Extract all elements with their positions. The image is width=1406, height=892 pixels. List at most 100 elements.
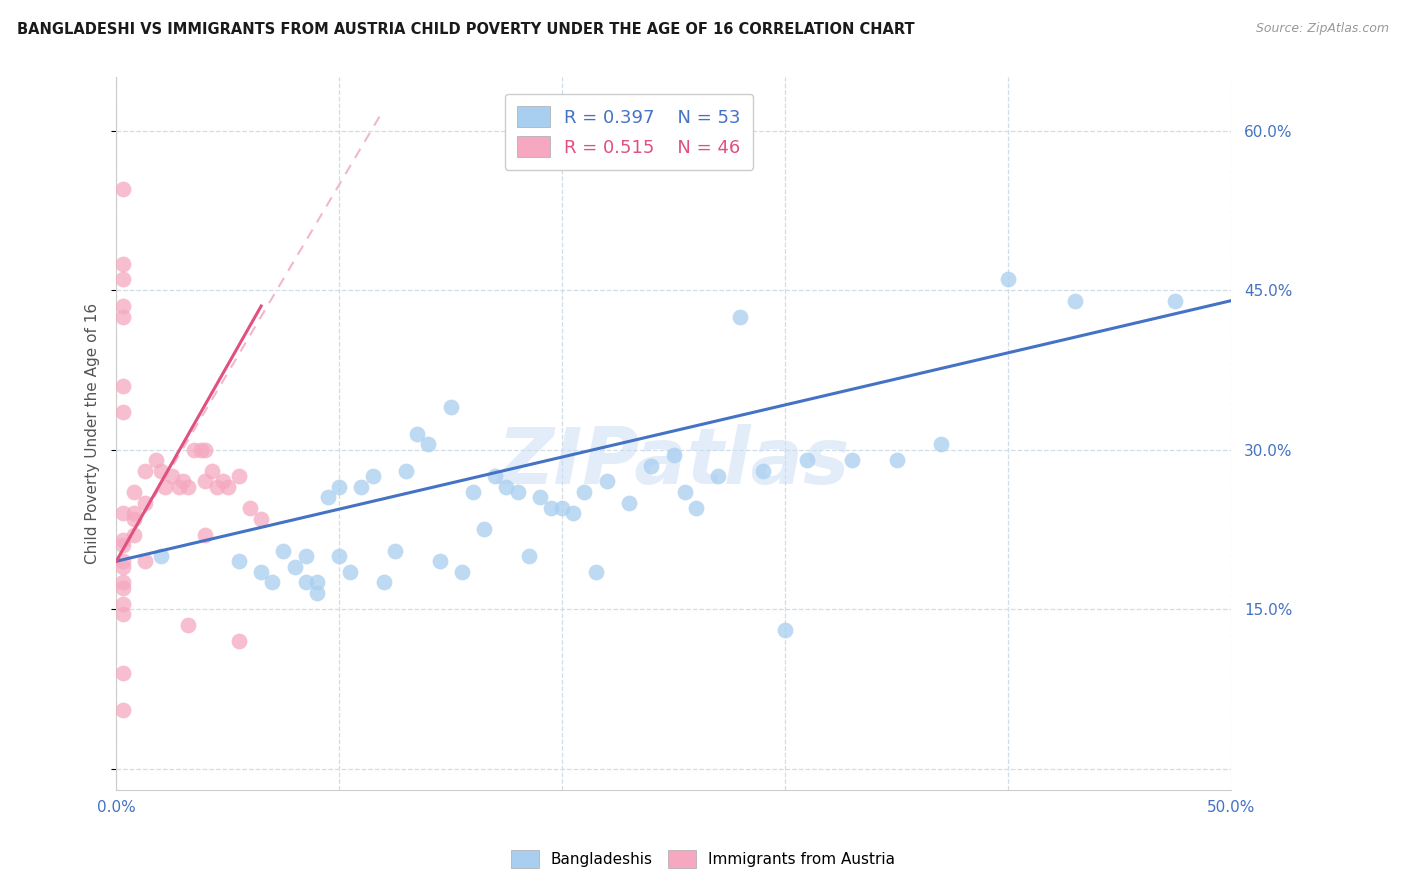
Point	[418, 437, 440, 451]
Point	[350, 480, 373, 494]
Point	[111, 299, 134, 313]
Point	[730, 310, 752, 324]
Point	[228, 554, 250, 568]
Point	[707, 469, 730, 483]
Point	[201, 464, 224, 478]
Point	[273, 543, 295, 558]
Point	[194, 442, 217, 457]
Point	[217, 480, 239, 494]
Point	[122, 507, 145, 521]
Point	[662, 448, 685, 462]
Point	[617, 496, 640, 510]
Point	[305, 586, 328, 600]
Point	[1063, 293, 1085, 308]
Point	[429, 554, 451, 568]
Point	[111, 507, 134, 521]
Point	[176, 480, 198, 494]
Point	[134, 464, 156, 478]
Text: ZIPatlas: ZIPatlas	[498, 424, 849, 500]
Point	[160, 469, 183, 483]
Point	[190, 442, 212, 457]
Point	[122, 485, 145, 500]
Point	[596, 475, 619, 489]
Point	[172, 475, 194, 489]
Point	[239, 501, 262, 516]
Point	[773, 624, 796, 638]
Point	[111, 405, 134, 419]
Point	[562, 507, 585, 521]
Point	[149, 549, 172, 563]
Point	[228, 469, 250, 483]
Point	[461, 485, 484, 500]
Point	[886, 453, 908, 467]
Point	[551, 501, 574, 516]
Point	[685, 501, 707, 516]
Point	[111, 310, 134, 324]
Point	[472, 522, 495, 536]
Point	[316, 491, 339, 505]
Point	[176, 618, 198, 632]
Point	[305, 575, 328, 590]
Text: Source: ZipAtlas.com: Source: ZipAtlas.com	[1256, 22, 1389, 36]
Point	[183, 442, 205, 457]
Point	[796, 453, 818, 467]
Point	[673, 485, 696, 500]
Y-axis label: Child Poverty Under the Age of 16: Child Poverty Under the Age of 16	[86, 303, 100, 565]
Point	[328, 549, 350, 563]
Point	[111, 533, 134, 547]
Point	[406, 426, 429, 441]
Point	[361, 469, 384, 483]
Point	[122, 512, 145, 526]
Point	[373, 575, 395, 590]
Point	[997, 272, 1019, 286]
Point	[134, 496, 156, 510]
Point	[111, 581, 134, 595]
Point	[212, 475, 235, 489]
Point	[506, 485, 529, 500]
Point	[167, 480, 190, 494]
Point	[205, 480, 228, 494]
Point	[111, 379, 134, 393]
Point	[450, 565, 472, 579]
Point	[484, 469, 506, 483]
Point	[228, 634, 250, 648]
Point	[585, 565, 607, 579]
Point	[155, 480, 177, 494]
Point	[145, 453, 167, 467]
Point	[294, 549, 316, 563]
Point	[517, 549, 540, 563]
Point	[440, 400, 463, 414]
Point	[111, 703, 134, 717]
Point	[250, 512, 273, 526]
Point	[194, 527, 217, 541]
Point	[574, 485, 596, 500]
Point	[1164, 293, 1187, 308]
Point	[640, 458, 662, 473]
Point	[111, 538, 134, 552]
Point	[395, 464, 418, 478]
Legend: Bangladeshis, Immigrants from Austria: Bangladeshis, Immigrants from Austria	[505, 844, 901, 873]
Point	[328, 480, 350, 494]
Point	[284, 559, 307, 574]
Point	[751, 464, 773, 478]
Point	[111, 597, 134, 611]
Point	[111, 559, 134, 574]
Point	[111, 607, 134, 622]
Point	[134, 554, 156, 568]
Point	[122, 527, 145, 541]
Point	[929, 437, 952, 451]
Point	[339, 565, 361, 579]
Point	[111, 575, 134, 590]
Point	[111, 182, 134, 196]
Point	[149, 464, 172, 478]
Point	[294, 575, 316, 590]
Point	[529, 491, 551, 505]
Point	[495, 480, 517, 494]
Point	[540, 501, 562, 516]
Point	[111, 272, 134, 286]
Point	[111, 665, 134, 680]
Text: BANGLADESHI VS IMMIGRANTS FROM AUSTRIA CHILD POVERTY UNDER THE AGE OF 16 CORRELA: BANGLADESHI VS IMMIGRANTS FROM AUSTRIA C…	[17, 22, 914, 37]
Point	[262, 575, 284, 590]
Point	[384, 543, 406, 558]
Point	[111, 256, 134, 270]
